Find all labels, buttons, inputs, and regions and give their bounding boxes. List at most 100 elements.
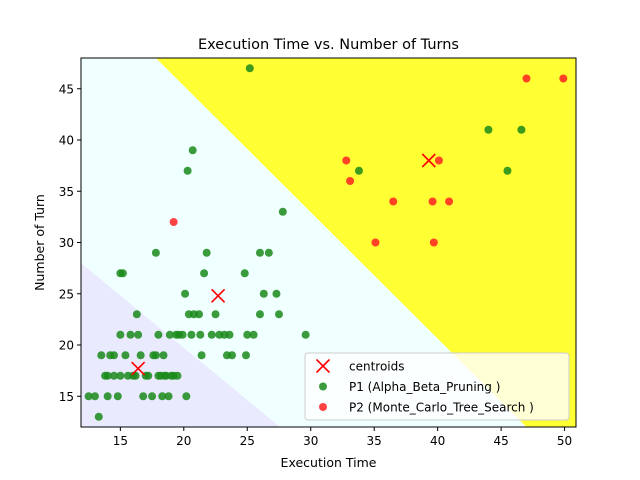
point-p1-alpha-beta-pruning xyxy=(278,207,287,216)
point-p1-alpha-beta-pruning xyxy=(200,269,209,278)
y-axis-ticks: 15 20 25 30 35 40 45 xyxy=(59,82,81,404)
point-p1-alpha-beta-pruning xyxy=(116,371,125,380)
y-tick-label: 25 xyxy=(59,287,74,301)
point-p1-alpha-beta-pruning xyxy=(97,351,106,360)
point-p1-alpha-beta-pruning xyxy=(165,330,174,339)
point-p1-alpha-beta-pruning xyxy=(181,289,190,298)
point-p1-alpha-beta-pruning xyxy=(187,330,196,339)
y-tick-label: 15 xyxy=(59,390,74,404)
point-p1-alpha-beta-pruning xyxy=(121,351,130,360)
point-p1-alpha-beta-pruning xyxy=(245,64,254,73)
legend-label-p1-alpha-beta-pruning: P1 (Alpha_Beta_Pruning ) xyxy=(349,380,500,394)
point-p1-alpha-beta-pruning xyxy=(173,371,182,380)
point-p1-alpha-beta-pruning xyxy=(301,330,310,339)
point-p2-monte-carlo-tree-search xyxy=(169,218,178,226)
point-p1-alpha-beta-pruning xyxy=(255,310,264,319)
point-p1-alpha-beta-pruning xyxy=(188,146,197,155)
point-p1-alpha-beta-pruning xyxy=(264,248,273,257)
x-tick-label: 30 xyxy=(303,434,318,448)
legend-marker-p2-monte-carlo-tree-search xyxy=(319,403,327,411)
point-p1-alpha-beta-pruning xyxy=(243,330,252,339)
x-axis-ticks: 15 20 25 30 35 40 45 50 xyxy=(113,427,572,448)
point-p1-alpha-beta-pruning xyxy=(196,330,205,339)
point-p1-alpha-beta-pruning xyxy=(207,330,216,339)
point-p1-alpha-beta-pruning xyxy=(136,351,145,360)
legend-box xyxy=(304,352,570,421)
point-p1-alpha-beta-pruning xyxy=(211,310,220,319)
legend: centroids P1 (Alpha_Beta_Pruning ) P2 (Mon… xyxy=(304,352,570,421)
point-p1-alpha-beta-pruning xyxy=(249,330,258,339)
centroid-marker xyxy=(421,153,436,168)
point-p1-alpha-beta-pruning xyxy=(503,166,512,175)
point-p1-alpha-beta-pruning xyxy=(126,330,135,339)
point-p1-alpha-beta-pruning xyxy=(154,330,163,339)
point-p1-alpha-beta-pruning xyxy=(94,412,103,421)
point-p1-alpha-beta-pruning xyxy=(242,351,250,360)
point-p1-alpha-beta-pruning xyxy=(144,371,153,380)
legend-marker-centroids xyxy=(315,358,331,374)
centroid-marker xyxy=(131,361,146,376)
legend-label-p2-monte-carlo-tree-search: P2 (Monte_Carlo_Tree_Search ) xyxy=(349,401,534,415)
point-p1-alpha-beta-pruning xyxy=(103,371,112,380)
point-p2-monte-carlo-tree-search xyxy=(342,156,351,165)
x-tick-label: 50 xyxy=(557,434,572,448)
point-p1-alpha-beta-pruning xyxy=(164,392,173,401)
point-p2-monte-carlo-tree-search xyxy=(371,238,380,247)
point-p1-alpha-beta-pruning xyxy=(228,351,237,360)
y-tick-label: 45 xyxy=(59,82,74,96)
point-p1-alpha-beta-pruning xyxy=(225,330,234,339)
point-p1-alpha-beta-pruning xyxy=(134,330,143,339)
point-p1-alpha-beta-pruning xyxy=(90,392,99,401)
point-p2-monte-carlo-tree-search xyxy=(559,74,568,83)
chart-title: Execution Time vs. Number of Turns xyxy=(198,37,459,53)
point-p1-alpha-beta-pruning xyxy=(139,392,148,401)
y-tick-label: 40 xyxy=(59,134,74,148)
y-tick-label: 35 xyxy=(59,185,74,199)
point-p2-monte-carlo-tree-search xyxy=(445,197,454,206)
x-tick-label: 45 xyxy=(493,434,508,448)
point-p1-alpha-beta-pruning xyxy=(148,392,157,401)
point-p1-alpha-beta-pruning xyxy=(240,269,249,278)
legend-marker-p1-alpha-beta-pruning xyxy=(319,382,327,391)
point-p1-alpha-beta-pruning xyxy=(275,310,283,319)
legend-label-centroids: centroids xyxy=(349,360,405,374)
point-p1-alpha-beta-pruning xyxy=(103,392,112,401)
point-p1-alpha-beta-pruning xyxy=(517,125,526,134)
point-p2-monte-carlo-tree-search xyxy=(434,156,443,165)
point-p2-monte-carlo-tree-search xyxy=(522,74,531,83)
point-p1-alpha-beta-pruning xyxy=(84,392,93,401)
point-p1-alpha-beta-pruning xyxy=(259,289,268,298)
point-p1-alpha-beta-pruning xyxy=(183,166,192,175)
x-tick-label: 15 xyxy=(113,434,128,448)
y-tick-label: 20 xyxy=(59,339,74,353)
x-tick-label: 20 xyxy=(176,434,191,448)
point-p1-alpha-beta-pruning xyxy=(182,392,191,401)
point-p1-alpha-beta-pruning xyxy=(116,330,125,339)
point-p1-alpha-beta-pruning xyxy=(484,125,493,134)
point-p1-alpha-beta-pruning xyxy=(202,248,211,257)
point-p1-alpha-beta-pruning xyxy=(197,351,206,360)
point-p1-alpha-beta-pruning xyxy=(118,269,127,278)
point-p2-monte-carlo-tree-search xyxy=(389,197,398,206)
point-p1-alpha-beta-pruning xyxy=(272,289,281,298)
centroid-marker xyxy=(211,288,226,303)
point-p1-alpha-beta-pruning xyxy=(178,330,187,339)
region-2 xyxy=(155,58,576,427)
point-p2-monte-carlo-tree-search xyxy=(429,238,438,247)
point-p2-monte-carlo-tree-search xyxy=(428,197,437,206)
point-p1-alpha-beta-pruning xyxy=(159,351,168,360)
x-tick-label: 40 xyxy=(430,434,445,448)
point-p1-alpha-beta-pruning xyxy=(132,310,141,319)
point-p1-alpha-beta-pruning xyxy=(195,310,204,319)
x-tick-label: 25 xyxy=(240,434,255,448)
point-p1-alpha-beta-pruning xyxy=(255,248,264,257)
y-axis-label: Number of Turn xyxy=(32,194,47,291)
point-p1-alpha-beta-pruning xyxy=(113,392,122,401)
y-tick-label: 30 xyxy=(59,236,74,250)
x-axis-label: Execution Time xyxy=(281,455,377,470)
x-tick-label: 35 xyxy=(367,434,382,448)
point-p1-alpha-beta-pruning xyxy=(354,166,363,175)
point-p1-alpha-beta-pruning xyxy=(110,371,118,380)
point-p1-alpha-beta-pruning xyxy=(151,248,160,257)
